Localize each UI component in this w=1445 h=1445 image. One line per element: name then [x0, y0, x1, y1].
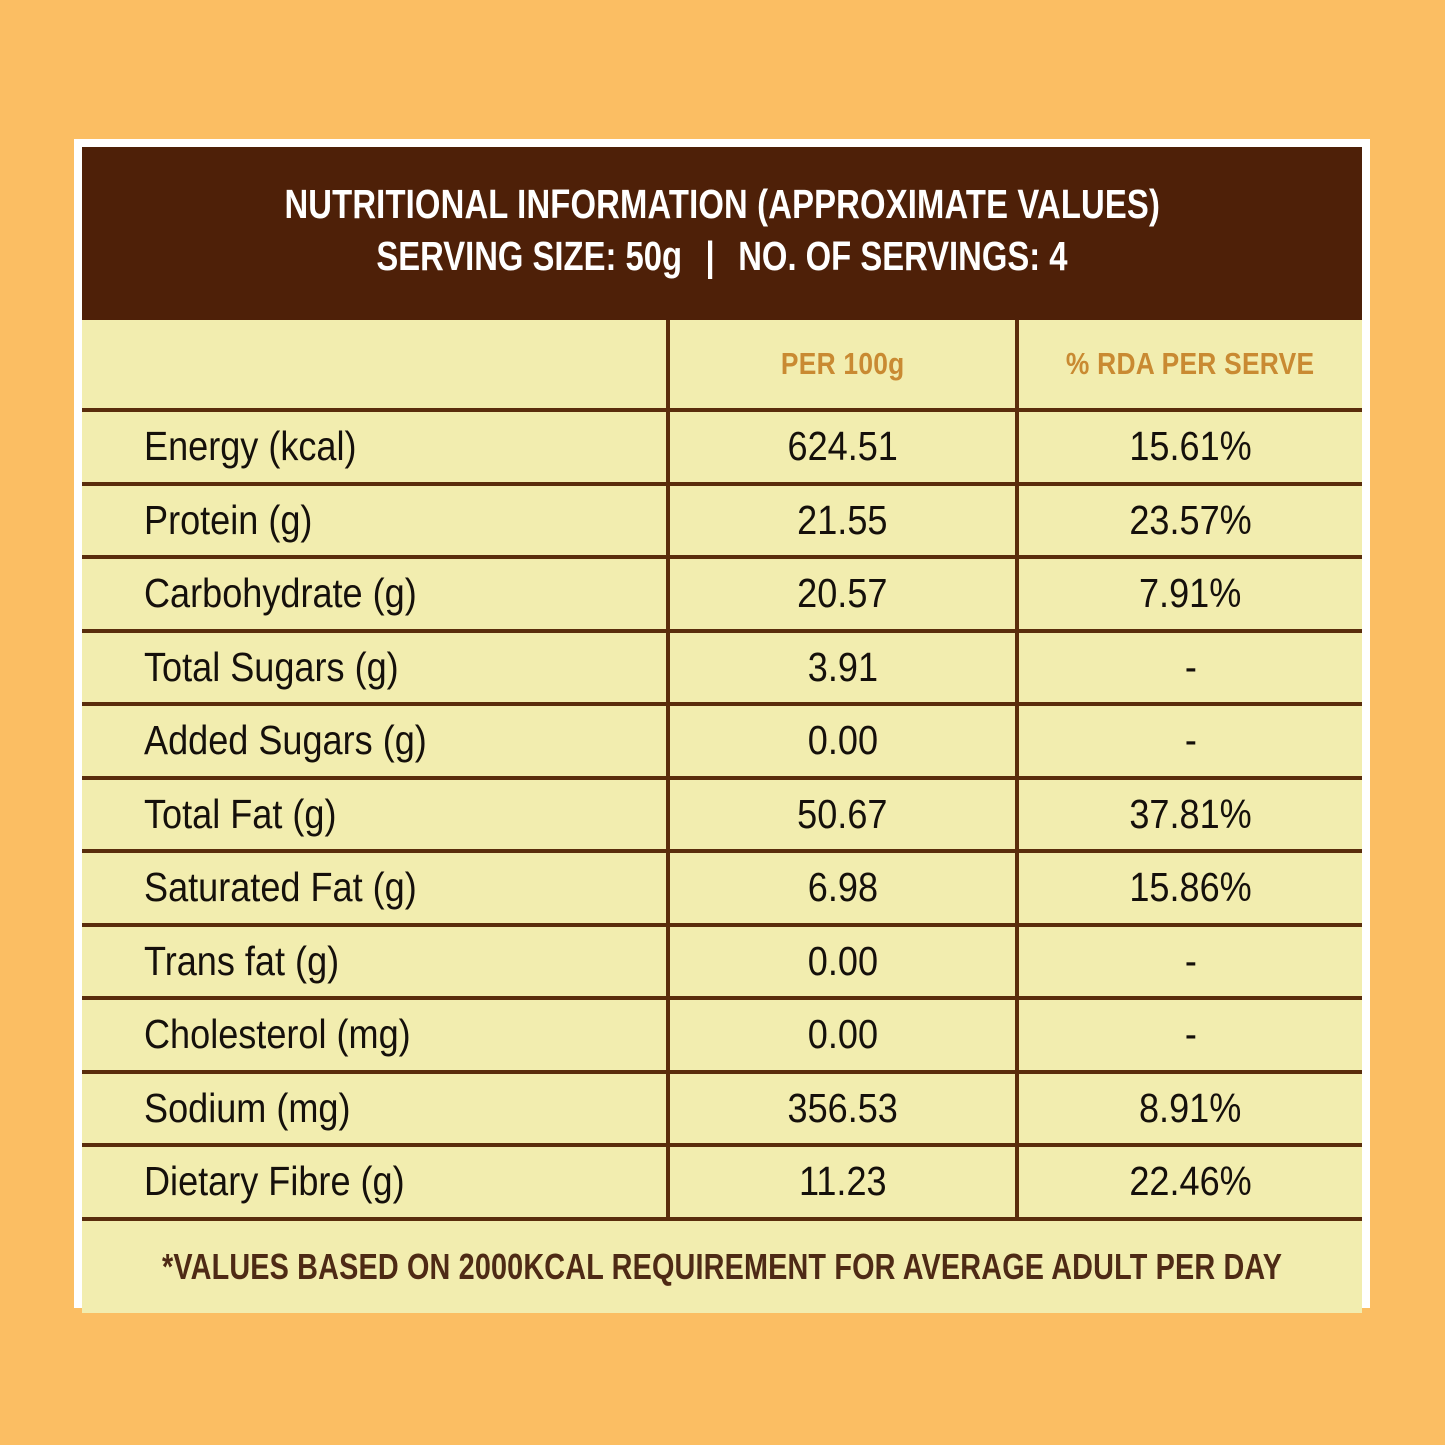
- cell-rda: -: [1019, 927, 1362, 997]
- nutrition-card-frame: NUTRITIONAL INFORMATION (APPROXIMATE VAL…: [74, 139, 1370, 1313]
- cell-rda: 37.81%: [1019, 780, 1362, 850]
- cell-nutrient-name: Dietary Fibre (g): [82, 1147, 670, 1217]
- rda-value: -: [1184, 643, 1197, 690]
- per-100g-value: 624.51: [787, 423, 898, 470]
- cell-per-100g: 50.67: [670, 779, 1019, 849]
- cell-nutrient-name: Trans fat (g): [82, 926, 670, 996]
- rda-value: 37.81%: [1129, 790, 1252, 837]
- per-100g-value: 20.57: [797, 570, 888, 617]
- cell-rda: 22.46%: [1019, 1147, 1362, 1217]
- header-label-per-100g: PER 100g: [780, 346, 905, 381]
- per-100g-value: 50.67: [797, 790, 888, 837]
- nutrient-label: Trans fat (g): [144, 937, 340, 984]
- per-100g-value: 6.98: [807, 864, 878, 911]
- table-row: Cholesterol (mg) 0.00 -: [82, 1000, 1362, 1074]
- rda-value: 7.91%: [1139, 570, 1242, 617]
- cell-nutrient-name: Cholesterol (mg): [82, 1000, 670, 1070]
- per-100g-value: 356.53: [787, 1084, 898, 1131]
- footnote-text: *VALUES BASED ON 2000KCAL REQUIREMENT FO…: [161, 1245, 1283, 1287]
- cell-rda: 8.91%: [1019, 1074, 1362, 1144]
- nutrient-label: Protein (g): [144, 496, 313, 543]
- rda-value: 15.86%: [1129, 864, 1252, 911]
- cell-rda: 23.57%: [1019, 486, 1362, 556]
- cell-rda: -: [1019, 706, 1362, 776]
- cell-rda: 15.86%: [1019, 853, 1362, 923]
- table-row: Sodium (mg) 356.53 8.91%: [82, 1073, 1362, 1147]
- cell-nutrient-name: Carbohydrate (g): [82, 559, 670, 629]
- cell-per-100g: 624.51: [670, 412, 1019, 482]
- cell-nutrient-name: Total Sugars (g): [82, 632, 670, 702]
- header-cell-nutrient: [82, 320, 670, 408]
- nutrient-label: Total Sugars (g): [144, 643, 399, 690]
- cell-per-100g: 11.23: [670, 1147, 1019, 1217]
- per-100g-value: 11.23: [798, 1158, 887, 1205]
- cell-rda: 15.61%: [1019, 412, 1362, 482]
- table-row: Carbohydrate (g) 20.57 7.91%: [82, 559, 1362, 633]
- cell-per-100g: 0.00: [670, 926, 1019, 996]
- nutrient-label: Dietary Fibre (g): [144, 1158, 405, 1205]
- header-cell-rda-per-serve: % RDA PER SERVE: [1019, 320, 1362, 408]
- table-row: Dietary Fibre (g) 11.23 22.46%: [82, 1147, 1362, 1221]
- rda-value: 8.91%: [1139, 1084, 1242, 1131]
- cell-per-100g: 21.55: [670, 485, 1019, 555]
- cell-nutrient-name: Energy (kcal): [82, 412, 670, 482]
- per-100g-value: 3.91: [807, 643, 878, 690]
- rda-value: -: [1184, 937, 1197, 984]
- footnote-bar: *VALUES BASED ON 2000KCAL REQUIREMENT FO…: [82, 1220, 1362, 1313]
- cell-per-100g: 0.00: [670, 706, 1019, 776]
- nutrition-table: PER 100g % RDA PER SERVE Energy (kcal) 6…: [82, 320, 1362, 1221]
- cell-per-100g: 6.98: [670, 853, 1019, 923]
- cell-rda: -: [1019, 633, 1362, 703]
- nutrient-label: Energy (kcal): [144, 423, 357, 470]
- rda-value: -: [1184, 717, 1197, 764]
- rda-value: 22.46%: [1129, 1158, 1252, 1205]
- nutrient-label: Cholesterol (mg): [144, 1011, 411, 1058]
- table-row: Total Fat (g) 50.67 37.81%: [82, 779, 1362, 853]
- cell-per-100g: 356.53: [670, 1073, 1019, 1143]
- cell-nutrient-name: Protein (g): [82, 485, 670, 555]
- nutrition-card: NUTRITIONAL INFORMATION (APPROXIMATE VAL…: [82, 147, 1362, 1313]
- cell-rda: 7.91%: [1019, 559, 1362, 629]
- nutrient-label: Carbohydrate (g): [144, 570, 417, 617]
- cell-nutrient-name: Total Fat (g): [82, 779, 670, 849]
- table-row: Energy (kcal) 624.51 15.61%: [82, 412, 1362, 486]
- per-100g-value: 0.00: [807, 1011, 878, 1058]
- cell-nutrient-name: Added Sugars (g): [82, 706, 670, 776]
- rda-value: -: [1184, 1011, 1197, 1058]
- servings-count-label: NO. OF SERVINGS: 4: [738, 232, 1068, 279]
- nutrient-label: Total Fat (g): [144, 790, 337, 837]
- cell-per-100g: 3.91: [670, 632, 1019, 702]
- table-row: Saturated Fat (g) 6.98 15.86%: [82, 853, 1362, 927]
- rda-value: 23.57%: [1129, 496, 1252, 543]
- serving-separator: |: [705, 232, 715, 279]
- serving-size-label: SERVING SIZE: 50g: [376, 232, 683, 279]
- serving-info-line: SERVING SIZE: 50g | NO. OF SERVINGS: 4: [376, 232, 1068, 280]
- per-100g-value: 0.00: [807, 717, 878, 764]
- nutrient-label: Saturated Fat (g): [144, 864, 417, 911]
- per-100g-value: 0.00: [807, 937, 878, 984]
- table-row: Total Sugars (g) 3.91 -: [82, 632, 1362, 706]
- nutrient-label: Sodium (mg): [144, 1084, 351, 1131]
- table-header-row: PER 100g % RDA PER SERVE: [82, 320, 1362, 412]
- table-row: Trans fat (g) 0.00 -: [82, 926, 1362, 1000]
- table-row: Protein (g) 21.55 23.57%: [82, 485, 1362, 559]
- nutrition-title: NUTRITIONAL INFORMATION (APPROXIMATE VAL…: [284, 180, 1160, 227]
- cell-nutrient-name: Saturated Fat (g): [82, 853, 670, 923]
- header-cell-per-100g: PER 100g: [670, 320, 1019, 408]
- cell-nutrient-name: Sodium (mg): [82, 1073, 670, 1143]
- header-label-rda-per-serve: % RDA PER SERVE: [1066, 346, 1315, 381]
- cell-per-100g: 0.00: [670, 1000, 1019, 1070]
- table-row: Added Sugars (g) 0.00 -: [82, 706, 1362, 780]
- nutrient-label: Added Sugars (g): [144, 717, 427, 764]
- rda-value: 15.61%: [1129, 423, 1252, 470]
- cell-per-100g: 20.57: [670, 559, 1019, 629]
- per-100g-value: 21.55: [797, 496, 888, 543]
- nutrition-title-band: NUTRITIONAL INFORMATION (APPROXIMATE VAL…: [82, 147, 1362, 320]
- cell-rda: -: [1019, 1000, 1362, 1070]
